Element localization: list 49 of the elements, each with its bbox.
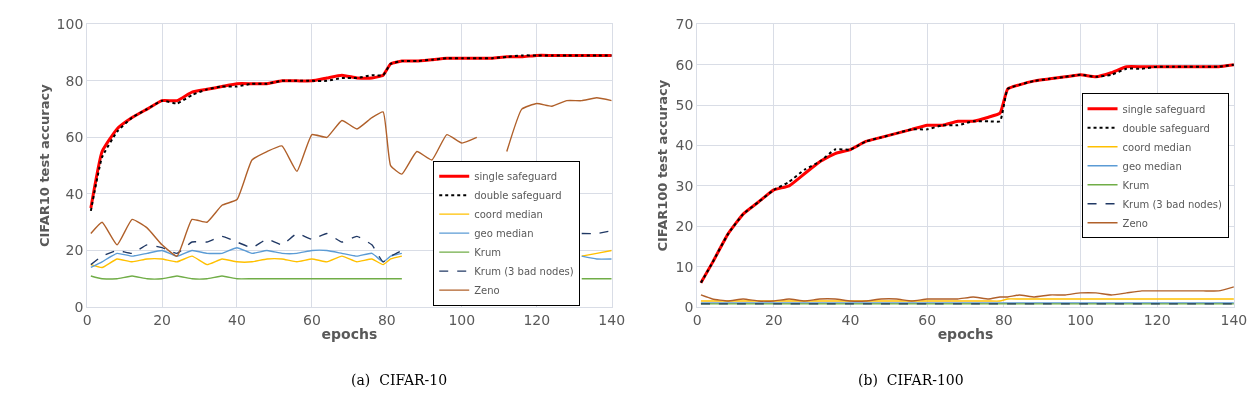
text: (b) CIFAR-100 — [858, 372, 964, 388]
legend-label: Krum — [474, 247, 501, 259]
y-tick-label: 40 — [65, 185, 84, 202]
legend-label: Krum (3 bad nodes) — [474, 266, 574, 278]
y-tick-label: 0 — [74, 298, 84, 315]
legend-label: Krum (3 bad nodes) — [1122, 198, 1223, 210]
x-tick-label: 20 — [153, 311, 171, 328]
y-tick-label: 10 — [675, 258, 694, 275]
x-tick-label: 140 — [1220, 311, 1248, 328]
x-axis-title: epochs — [321, 326, 378, 343]
y-tick-label: 80 — [65, 72, 84, 89]
legend-label: Krum — [1122, 179, 1150, 191]
x-axis-title: epochs — [937, 326, 994, 343]
y-tick-label: 50 — [675, 97, 694, 113]
legend-label: double safeguard — [474, 190, 562, 202]
x-tick-label: 40 — [228, 311, 246, 328]
y-tick-label: 20 — [65, 242, 84, 259]
text: (a) CIFAR-10 — [351, 372, 448, 388]
y-tick-label: 60 — [675, 56, 694, 73]
y-axis-title: CIFAR10 test accuracy — [36, 83, 52, 248]
x-tick-label: 120 — [523, 311, 551, 328]
x-tick-label: 60 — [918, 311, 937, 328]
legend-label: geo median — [474, 228, 534, 240]
x-tick-label: 140 — [598, 311, 626, 328]
y-tick-label: 0 — [684, 298, 694, 315]
legend-label: geo median — [1122, 160, 1182, 172]
legend-label: single safeguard — [1122, 103, 1206, 115]
legend-label: Zeno — [1122, 217, 1148, 229]
y-tick-label: 60 — [65, 129, 84, 146]
legend-label: coord median — [1122, 141, 1192, 153]
legend-label: single safeguard — [474, 171, 558, 183]
legend-label: double safeguard — [1122, 122, 1210, 134]
x-tick-label: 60 — [303, 311, 321, 328]
x-tick-label: 120 — [1143, 311, 1171, 328]
x-tick-label: 20 — [764, 311, 783, 328]
y-tick-label: 100 — [56, 16, 84, 33]
legend-label: Zeno — [474, 285, 500, 297]
x-tick-label: 40 — [841, 311, 860, 328]
line-series — [700, 286, 1234, 302]
legend-label: coord median — [474, 209, 543, 221]
y-axis-title: CIFAR100 test accuracy — [655, 79, 671, 252]
y-tick-label: 70 — [675, 16, 694, 33]
x-tick-label: 80 — [994, 311, 1013, 328]
x-tick-label: 100 — [448, 311, 476, 328]
y-tick-label: 20 — [675, 218, 694, 235]
y-tick-label: 40 — [675, 137, 694, 154]
x-tick-label: 100 — [1067, 311, 1094, 328]
x-tick-label: 80 — [377, 311, 396, 328]
y-tick-label: 30 — [675, 177, 694, 194]
